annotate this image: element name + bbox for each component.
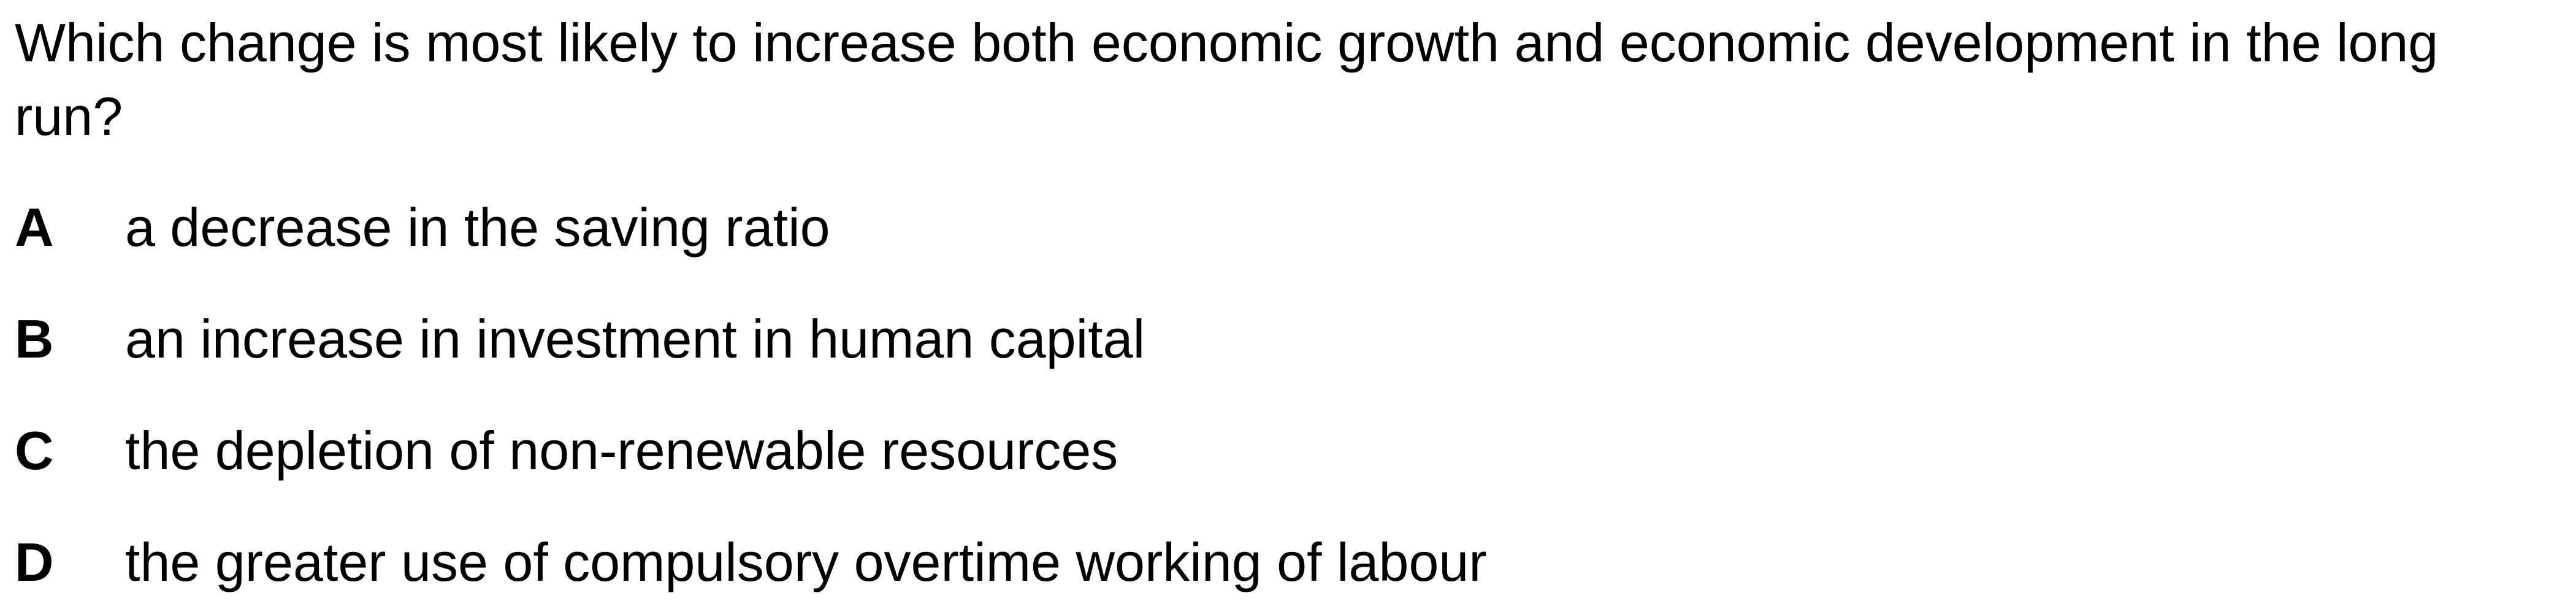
option-text: an increase in investment in human capit… [125, 308, 1145, 369]
option-text: the depletion of non-renewable resources [125, 420, 1118, 481]
option-text: a decrease in the saving ratio [125, 197, 830, 258]
question-text: Which change is most likely to increase … [15, 12, 2439, 147]
option-letter: B [15, 308, 54, 369]
option-letter: C [15, 420, 54, 481]
option-letter: D [15, 532, 54, 592]
option-letter: A [15, 197, 54, 258]
option-text: the greater use of compulsory overtime w… [125, 532, 1487, 592]
